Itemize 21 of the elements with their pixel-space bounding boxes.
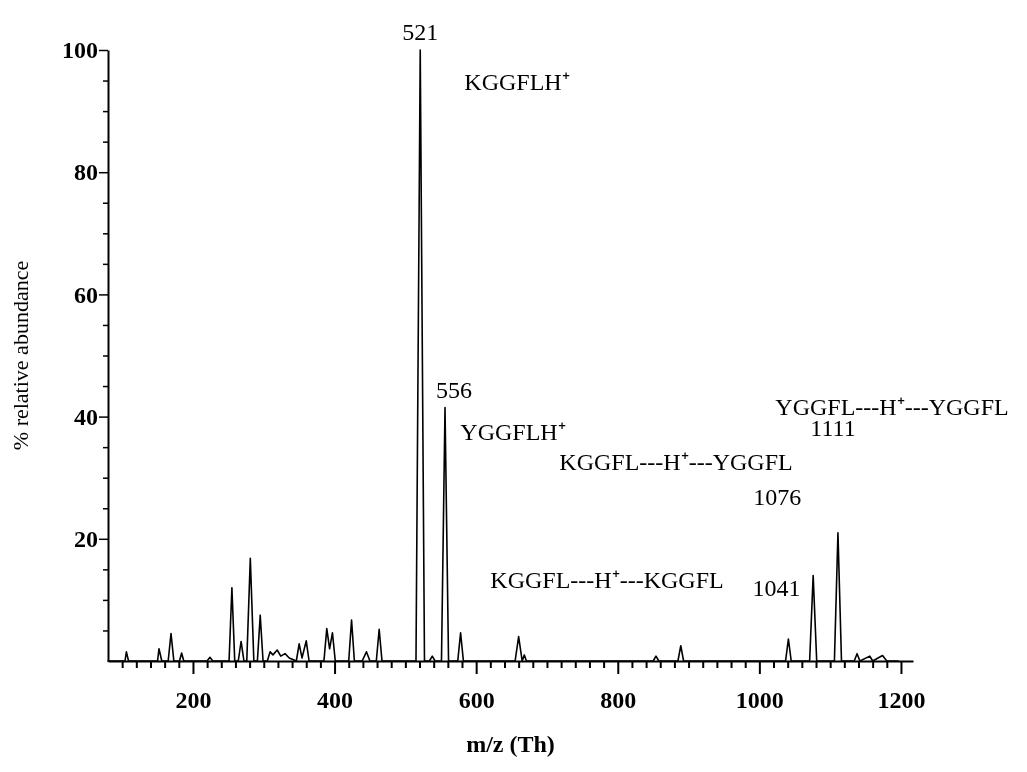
y-axis-title: % relative abundance: [8, 260, 33, 451]
x-tick-label: 1200: [877, 687, 926, 714]
y-tick-label: 40: [74, 403, 98, 430]
annotation: 521: [402, 19, 439, 45]
x-tick-label: 400: [317, 687, 354, 714]
annotation: 1076: [753, 484, 802, 511]
x-axis-title: m/z (Th): [466, 731, 555, 757]
annotation: KGGFLH⁺: [464, 69, 570, 95]
annotation: KGGFL---H⁺---KGGFL: [490, 567, 724, 593]
y-tick-label: 100: [62, 37, 98, 64]
y-tick-label: 20: [74, 525, 98, 552]
x-tick-label: 1000: [735, 687, 784, 714]
annotation: 1041: [752, 575, 801, 601]
x-tick-label: 200: [175, 687, 212, 714]
annotation: 556: [436, 377, 473, 404]
x-tick-label: 800: [600, 687, 637, 714]
y-tick-label: 60: [74, 281, 98, 308]
annotation: KGGFL---H⁺---YGGFL: [559, 449, 793, 475]
y-tick-label: 80: [74, 159, 98, 186]
annotation: YGGFLH⁺: [460, 419, 566, 445]
x-tick-label: 600: [458, 687, 495, 714]
